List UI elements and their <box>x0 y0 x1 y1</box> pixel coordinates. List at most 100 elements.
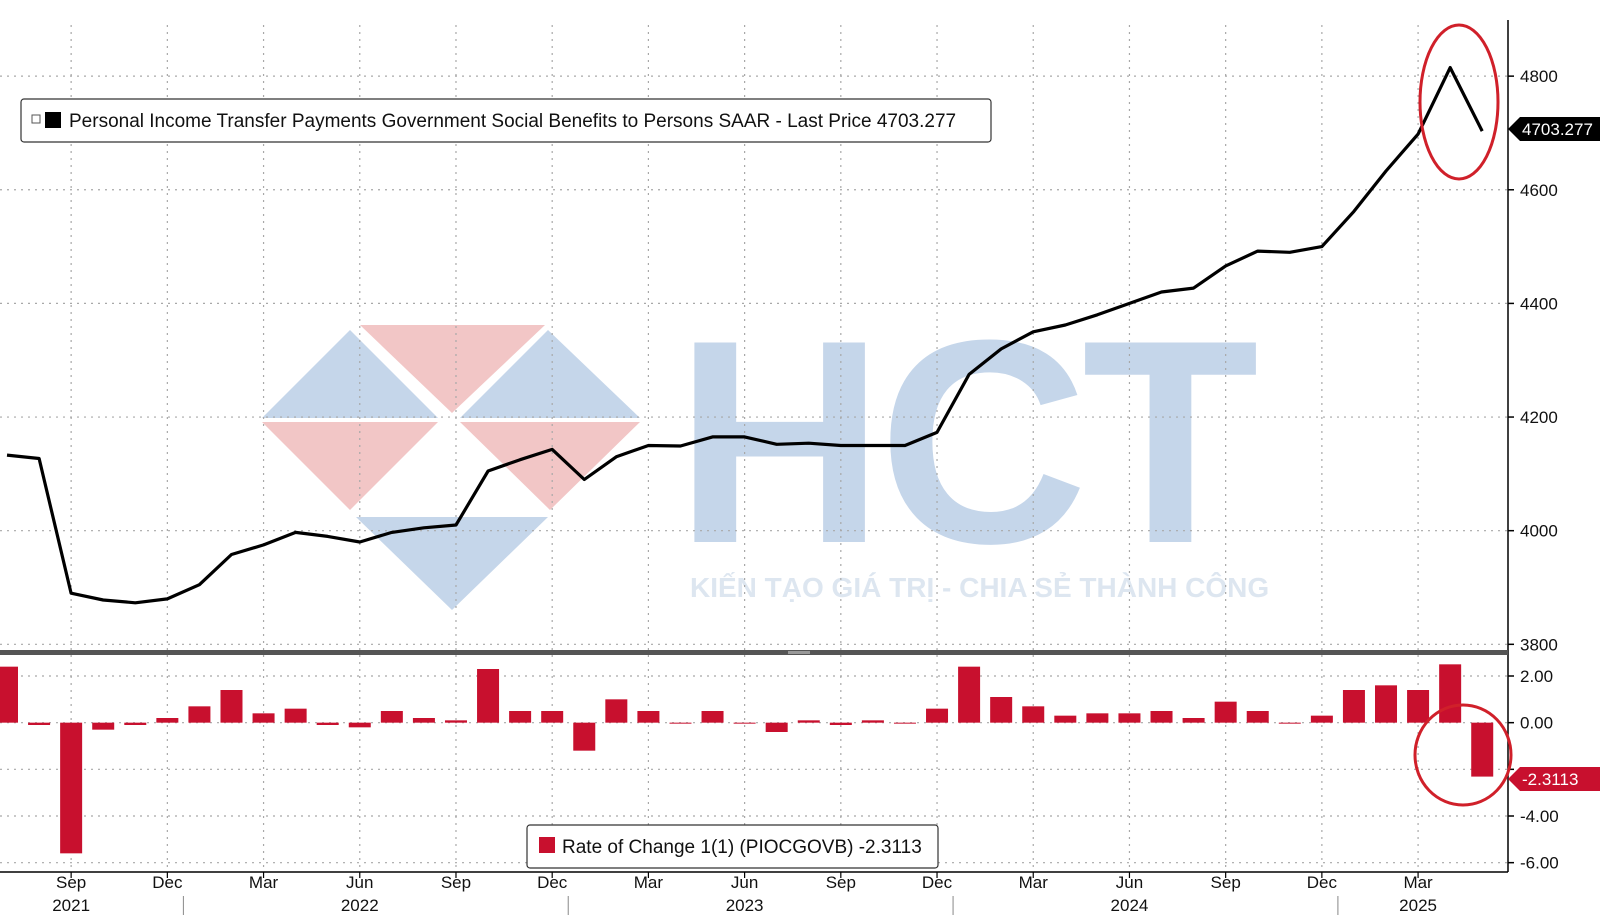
bar <box>1086 713 1109 723</box>
y-tick-label-bottom: 0.00 <box>1520 714 1553 733</box>
bar <box>926 708 949 723</box>
panel-divider[interactable] <box>0 650 1508 655</box>
y-tick-label-top: 4200 <box>1520 408 1558 427</box>
x-tick-label-year: 2022 <box>341 896 379 915</box>
line-series <box>6 65 1484 605</box>
bar <box>252 713 275 723</box>
bar <box>0 666 18 723</box>
last-value-label-line: 4703.277 <box>1522 120 1593 139</box>
x-tick-label-month: Dec <box>922 873 953 892</box>
y-tick-label-bottom: -6.00 <box>1520 854 1559 873</box>
x-tick-label-year: 2025 <box>1399 896 1437 915</box>
bar <box>1310 715 1333 723</box>
bar <box>829 722 852 725</box>
legend-bottom-swatch <box>539 837 555 853</box>
bar <box>124 722 147 725</box>
bar <box>60 722 83 854</box>
y-tick-label-top: 4600 <box>1520 181 1558 200</box>
last-value-tag-bar-shape <box>1508 767 1600 791</box>
highlight-circle-line <box>1418 23 1500 181</box>
bar <box>1342 690 1365 723</box>
bar <box>990 697 1013 723</box>
bar <box>797 720 820 723</box>
legend-bottom-label: Rate of Change 1(1) (PIOCGOVB) -2.3113 <box>562 837 922 858</box>
bar <box>1278 722 1301 724</box>
x-tick-label-year: 2024 <box>1111 896 1149 915</box>
legend-top-expand-icon[interactable] <box>31 114 41 124</box>
x-tick-label-month: Jun <box>731 873 758 892</box>
last-value-tag-line-shape <box>1508 117 1600 141</box>
bar <box>637 711 660 723</box>
y-tick-label-top: 4000 <box>1520 522 1558 541</box>
x-tick-label-month: Mar <box>249 873 279 892</box>
watermark-triangle-right <box>460 330 640 418</box>
bar <box>541 711 564 723</box>
y-tick-label-top: 3800 <box>1520 635 1558 654</box>
x-tick-label-month: Dec <box>1307 873 1338 892</box>
x-tick-label-month: Sep <box>56 873 86 892</box>
bar <box>284 708 307 723</box>
bar <box>1022 706 1045 723</box>
highlight-circle-bar <box>1413 703 1513 807</box>
bar <box>605 699 628 723</box>
bar <box>477 669 500 723</box>
bar <box>188 706 211 723</box>
axes <box>0 20 1509 873</box>
bar <box>861 720 884 723</box>
x-tick-label-month: Jun <box>1116 873 1143 892</box>
bar <box>220 690 243 723</box>
y-tick-label-top: 4800 <box>1520 67 1558 86</box>
legend-top-box <box>20 98 992 143</box>
bar <box>1182 718 1205 723</box>
rate-of-change-bars <box>0 664 1494 854</box>
last-value-tag-bar: -2.3113 <box>1508 767 1600 791</box>
x-tick-label-month: Dec <box>152 873 183 892</box>
bar <box>1246 711 1269 723</box>
bar <box>893 722 916 724</box>
bar <box>348 722 371 728</box>
y-tick-label-top: 4400 <box>1520 294 1558 313</box>
bar <box>765 722 788 732</box>
x-tick-label-month: Sep <box>826 873 856 892</box>
bar <box>1054 715 1077 723</box>
x-tick-label-month: Sep <box>1211 873 1241 892</box>
x-tick-label-month: Sep <box>441 873 471 892</box>
x-tick-label-month: Mar <box>1403 873 1433 892</box>
bar <box>958 666 981 723</box>
bar <box>28 722 51 725</box>
bar <box>316 722 339 725</box>
bar <box>1150 711 1173 723</box>
watermark-logo: HCT KIẾN TẠO GIÁ TRỊ - CHIA SẺ THÀNH CÔN… <box>262 280 1269 610</box>
watermark-triangle-bottom-left <box>262 422 438 510</box>
bar <box>1439 664 1462 723</box>
x-tick-label-month: Dec <box>537 873 568 892</box>
bar <box>412 718 435 723</box>
legend-top: Personal Income Transfer Payments Govern… <box>20 98 992 143</box>
bar <box>92 722 115 730</box>
x-tick-label-month: Mar <box>1019 873 1049 892</box>
series-line <box>6 65 1484 605</box>
bar <box>509 711 532 723</box>
bar <box>701 711 724 723</box>
x-tick-label-month: Mar <box>634 873 664 892</box>
legend-top-label: Personal Income Transfer Payments Govern… <box>69 111 956 132</box>
watermark-triangle-bottom-right <box>460 422 640 510</box>
last-value-tag-line: 4703.277 <box>1508 117 1600 141</box>
legend-bottom: Rate of Change 1(1) (PIOCGOVB) -2.3113 <box>526 824 939 869</box>
panel-divider-grip[interactable] <box>788 651 810 654</box>
watermark-tagline: KIẾN TẠO GIÁ TRỊ - CHIA SẺ THÀNH CÔNG <box>690 571 1269 603</box>
bar <box>156 718 179 723</box>
y-tick-label-bottom: -4.00 <box>1520 807 1559 826</box>
legend-top-swatch <box>45 112 61 128</box>
last-value-label-bar: -2.3113 <box>1522 770 1578 789</box>
bar <box>1471 722 1494 777</box>
x-tick-label-year: 2023 <box>726 896 764 915</box>
watermark-triangle-bottom <box>356 517 548 610</box>
axis-ticks: 3800 4000 4200 4400 4600 4800 -6.00 -4.00 0.00 2.… <box>52 67 1559 915</box>
bar <box>444 720 467 723</box>
bar <box>380 711 403 723</box>
watermark-triangle-left <box>262 330 438 418</box>
bar <box>1407 690 1430 723</box>
